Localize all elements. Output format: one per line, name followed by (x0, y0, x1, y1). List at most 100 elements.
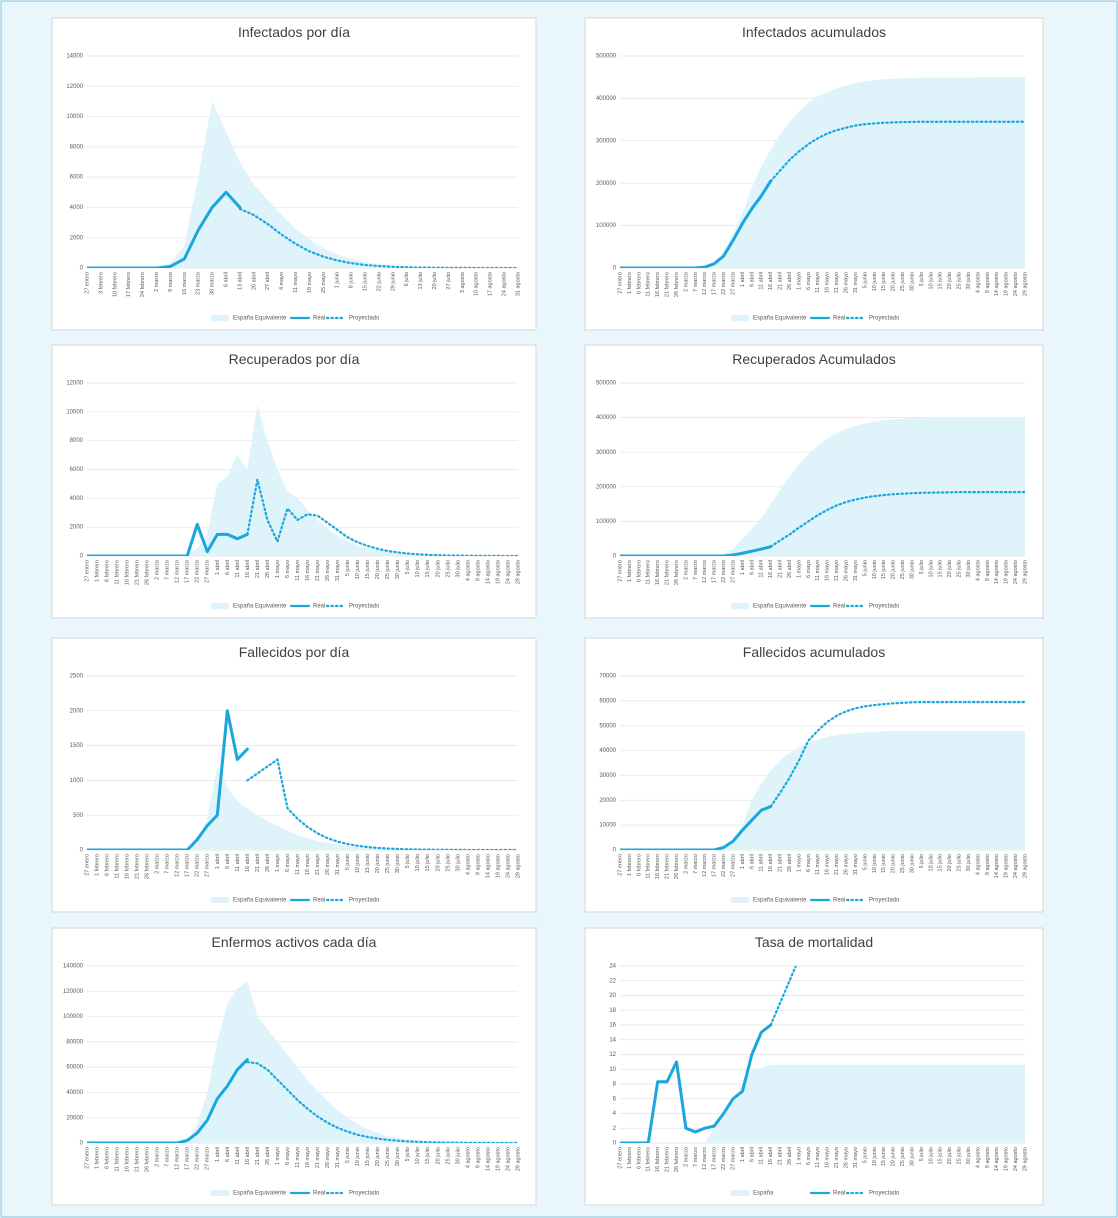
x-tick-label: 26 mayo (325, 854, 331, 875)
x-tick-label: 5 julio (919, 272, 925, 286)
x-tick-label: 21 abril (778, 1147, 784, 1165)
x-tick-label: 6 febrero (636, 560, 642, 582)
x-tick-label: 21 abril (778, 854, 784, 872)
x-tick-label: 4 agosto (975, 854, 981, 875)
chart-title: Infectados por día (238, 24, 350, 40)
x-tick-label: 11 abril (235, 560, 241, 578)
y-tick-label: 60000 (66, 1065, 83, 1071)
chart-panel (51, 17, 537, 331)
y-tick-label: 0 (80, 1141, 84, 1147)
x-tick-label: 11 febrero (646, 1147, 652, 1172)
x-tick-label: 21 febrero (135, 1147, 141, 1172)
x-tick-label: 5 junio (345, 854, 351, 870)
x-tick-label: 22 marzo (721, 854, 727, 877)
legend-label: España Equivalente (233, 898, 287, 904)
x-tick-label: 19 agosto (495, 1147, 501, 1171)
x-tick-label: 16 mayo (305, 854, 311, 875)
x-tick-label: 19 agosto (1004, 854, 1010, 878)
x-tick-label: 21 mayo (834, 560, 840, 581)
x-tick-label: 31 mayo (335, 854, 341, 875)
x-tick-label: 8 junio (349, 272, 355, 288)
x-tick-label: 17 marzo (712, 272, 718, 295)
x-tick-label: 6 febrero (104, 1147, 110, 1169)
x-tick-label: 1 febrero (94, 560, 100, 582)
chart-title: Infectados acumulados (742, 24, 886, 40)
x-tick-label: 1 abril (740, 854, 746, 869)
x-tick-label: 24 agosto (1013, 560, 1019, 584)
y-tick-label: 8 (613, 1082, 617, 1088)
x-tick-label: 5 julio (919, 1147, 925, 1161)
x-tick-label: 15 julio (425, 1147, 431, 1164)
y-tick-label: 0 (80, 554, 84, 560)
x-tick-label: 26 mayo (325, 1147, 331, 1168)
x-tick-label: 5 julio (405, 1147, 411, 1161)
x-tick-label: 1 febrero (94, 1147, 100, 1169)
x-tick-label: 12 marzo (175, 560, 181, 583)
x-tick-label: 7 marzo (693, 854, 699, 874)
chart-title: Recuperados Acumulados (732, 351, 895, 367)
x-tick-label: 17 marzo (712, 560, 718, 583)
x-tick-label: 30 julio (455, 1147, 461, 1164)
x-tick-label: 16 abril (245, 1147, 251, 1165)
x-tick-label: 1 abril (215, 1147, 221, 1162)
legend-label: Proyectado (869, 604, 900, 610)
x-tick-label: 19 agosto (1004, 560, 1010, 584)
y-tick-label: 2500 (70, 674, 84, 680)
x-tick-label: 19 agosto (1004, 1147, 1010, 1171)
line (620, 179, 773, 268)
x-tick-label: 5 junio (862, 854, 868, 870)
y-tick-label: 20 (609, 993, 616, 999)
x-tick-label: 17 marzo (712, 854, 718, 877)
x-tick-label: 25 julio (445, 854, 451, 871)
legend-label: Real (313, 316, 325, 322)
x-tick-label: 2 marzo (155, 854, 161, 874)
x-tick-label: 6 abril (225, 1147, 231, 1162)
line (620, 1023, 773, 1143)
x-tick-label: 15 junio (365, 1147, 371, 1166)
x-tick-label: 6 abril (749, 272, 755, 287)
chart: Tasa de mortalidad0246810121416182022242… (584, 927, 1044, 1206)
x-tick-label: 16 febrero (655, 560, 661, 585)
y-tick-label: 500 (73, 813, 84, 819)
x-tick-label: 11 mayo (815, 1147, 821, 1168)
x-tick-label: 21 febrero (665, 272, 671, 297)
legend-swatch (731, 1190, 749, 1196)
chart: Recuperados por día 0 2000 4000 6000 8000 1000… (51, 344, 537, 619)
x-tick-label: 29 agosto (1022, 272, 1028, 296)
projected-line (246, 1060, 518, 1143)
x-tick-label: 26 febrero (674, 560, 680, 585)
chart: Infectados por día 0 2000 4000 6000 8000 10000… (51, 17, 537, 331)
area (620, 730, 1025, 850)
y-tick-label: 100000 (63, 1014, 84, 1020)
x-tick-label: 5 junio (345, 560, 351, 576)
x-tick-label: 21 mayo (315, 560, 321, 581)
chart-panel (51, 344, 537, 619)
x-tick-label: 21 mayo (834, 272, 840, 293)
x-tick-label: 15 junio (881, 1147, 887, 1166)
x-tick-label: 27 enero (617, 854, 623, 876)
x-tick-label: 5 junio (862, 560, 868, 576)
chart: Recuperados Acumulados 0 100000 200000 30000… (584, 344, 1044, 619)
x-tick-label: 16 mayo (305, 560, 311, 581)
x-tick-label: 11 abril (759, 560, 765, 578)
x-tick-label: 20 julio (947, 272, 953, 289)
legend-label: Proyectado (349, 898, 380, 904)
x-tick-label: 25 mayo (321, 272, 327, 293)
y-tick-label: 200000 (596, 181, 617, 187)
x-tick-label: 17 marzo (185, 1147, 191, 1170)
x-tick-label: 6 abril (749, 560, 755, 575)
x-tick-label: 9 marzo (168, 272, 174, 292)
x-tick-label: 30 julio (966, 560, 972, 577)
chart: Enfermos activos cada día 0 20000 40000 6000… (51, 927, 537, 1206)
x-tick-label: 30 junio (395, 854, 401, 873)
x-tick-label: 6 abril (223, 272, 229, 287)
line (87, 709, 249, 850)
x-tick-label: 21 febrero (665, 854, 671, 879)
x-tick-label: 21 febrero (665, 560, 671, 585)
x-tick-label: 24 agosto (505, 854, 511, 878)
y-tick-label: 400000 (596, 96, 617, 102)
x-tick-label: 21 febrero (135, 854, 141, 879)
chart-title: Fallecidos acumulados (743, 644, 885, 660)
x-tick-label: 15 julio (938, 560, 944, 577)
x-tick-label: 1 abril (740, 560, 746, 575)
